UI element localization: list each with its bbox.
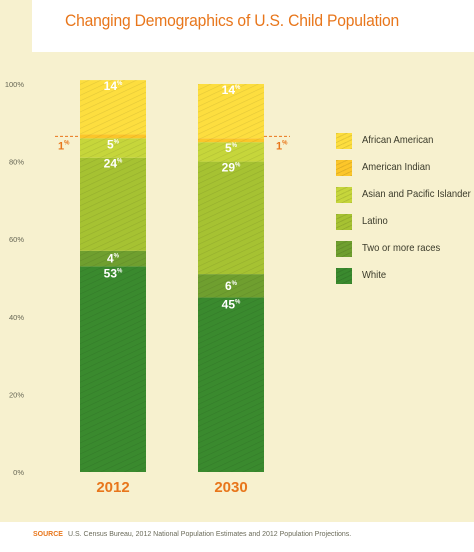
bar-texture-2012-american-indian <box>80 134 146 139</box>
legend-label-latino: Latino <box>362 215 388 227</box>
legend-item-white: White <box>336 268 474 284</box>
data-label-2030-latino: 29% <box>222 161 241 175</box>
x-tick-label-2030: 2030 <box>214 479 247 496</box>
data-label-2030-two-or-more-races: 6% <box>225 279 238 293</box>
data-label-2012-latino: 24% <box>104 157 123 171</box>
bar-texture-2012-african-american <box>80 80 146 135</box>
data-label-2012-white: 53% <box>104 266 123 280</box>
legend-swatch-latino <box>336 214 352 230</box>
data-label-2012-two-or-more-races: 4% <box>107 252 120 266</box>
legend-swatch-two-or-more-races <box>336 241 352 257</box>
bar-texture-2030-latino <box>198 161 264 275</box>
legend-item-african-american: African American <box>336 133 474 149</box>
legend-swatch-white <box>336 268 352 284</box>
legend-swatch-asian-and-pacific-islander <box>336 187 352 203</box>
y-tick-label: 100% <box>5 80 25 89</box>
y-tick-label: 60% <box>9 235 24 244</box>
legend-label-white: White <box>362 269 387 281</box>
bar-texture-2030-white <box>198 297 264 472</box>
bar-texture-2012-white <box>80 266 146 472</box>
bar-texture-2030-african-american <box>198 84 264 139</box>
data-label-2012-asian-and-pacific-islander: 5% <box>107 137 120 151</box>
legend-label-two-or-more-races: Two or more races <box>362 242 441 254</box>
source-note: SOURCE U.S. Census Bureau, 2012 National … <box>33 531 351 538</box>
y-tick-label: 0% <box>13 468 24 477</box>
y-tick-label: 40% <box>9 313 24 322</box>
legend-swatch-african-american <box>336 133 352 149</box>
y-tick-label: 20% <box>9 390 24 399</box>
bar-texture-2012-asian-and-pacific-islander <box>80 138 146 158</box>
bar-texture-2012-two-or-more-races <box>80 250 146 267</box>
x-tick-label-2012: 2012 <box>96 479 129 496</box>
y-tick-label: 80% <box>9 158 24 167</box>
title-panel: Changing Demographics of U.S. Child Popu… <box>32 0 474 52</box>
stacked-bar-chart: 0% 20% 40% 60% 80% 100% 53%4% 24% 5% 14% 2012 45% 6%… <box>5 79 290 496</box>
footer: SOURCE U.S. Census Bureau, 2012 National … <box>0 522 474 552</box>
legend-item-asian-and-pacific-islander: Asian and Pacific Islander <box>336 187 474 203</box>
chart-title: Changing Demographics of U.S. Child Popu… <box>65 11 400 30</box>
data-label-2030-asian-and-pacific-islander: 5% <box>225 141 238 155</box>
bar-texture-2030-american-indian <box>198 138 264 143</box>
data-label-2030-african-american: 14% <box>222 83 241 97</box>
legend-item-latino: Latino <box>336 214 474 230</box>
legend-label-asian-and-pacific-islander: Asian and Pacific Islander <box>362 188 471 200</box>
legend-item-american-indian: American Indian <box>336 160 474 176</box>
legend-label-african-american: African American <box>362 134 434 146</box>
legend-label-american-indian: American Indian <box>362 161 431 173</box>
data-label-2030-white: 45% <box>222 297 241 311</box>
bar-texture-2030-two-or-more-races <box>198 274 264 298</box>
data-label-2012-african-american: 14% <box>104 79 123 93</box>
source-text: U.S. Census Bureau, 2012 National Popula… <box>67 531 352 538</box>
callout-label-2012: 1% <box>58 140 70 152</box>
bar-texture-2012-latino <box>80 157 146 251</box>
bar-texture-2030-asian-and-pacific-islander <box>198 142 264 162</box>
legend-item-two-or-more-races: Two or more races <box>336 241 474 257</box>
legend-swatch-american-indian <box>336 160 352 176</box>
source-label: SOURCE <box>33 531 63 538</box>
callout-label-2030: 1% <box>276 140 288 152</box>
